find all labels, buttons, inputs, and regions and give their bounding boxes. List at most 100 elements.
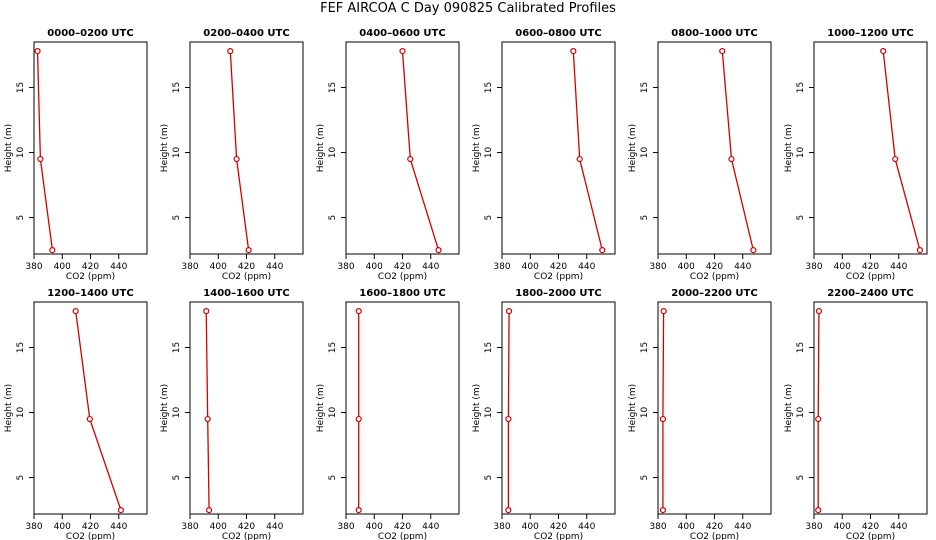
- x-axis-label: CO2 (ppm): [690, 532, 739, 540]
- x-tick-label: 420: [82, 262, 99, 272]
- y-tick-label: 15: [484, 82, 494, 93]
- data-point: [728, 155, 735, 163]
- data-point: [892, 155, 899, 163]
- data-point: [435, 246, 442, 254]
- y-axis-label: Height (m): [4, 384, 14, 432]
- x-tick-label: 440: [422, 522, 439, 532]
- data-point: [117, 506, 124, 514]
- x-axis-label: CO2 (ppm): [378, 532, 427, 540]
- panel-title: 1600–1800 UTC: [359, 288, 445, 299]
- data-point: [750, 246, 757, 254]
- data-point: [505, 506, 512, 514]
- profile-line: [75, 311, 122, 511]
- x-tick-label: 440: [734, 522, 751, 532]
- x-axis-label: CO2 (ppm): [378, 272, 427, 282]
- x-axis-label: CO2 (ppm): [846, 532, 895, 540]
- y-tick-label: 10: [328, 407, 338, 419]
- x-tick-label: 420: [706, 522, 723, 532]
- data-point: [719, 48, 726, 55]
- x-tick-label: 400: [54, 522, 71, 532]
- y-tick-label: 15: [328, 342, 338, 353]
- profile-line: [662, 311, 665, 511]
- y-axis-label: Height (m): [784, 124, 794, 172]
- x-tick-label: 440: [890, 262, 907, 272]
- panel-title: 2200–2400 UTC: [827, 288, 913, 299]
- x-axis-label: CO2 (ppm): [690, 272, 739, 282]
- x-tick-label: 420: [238, 262, 255, 272]
- x-tick-label: 420: [82, 522, 99, 532]
- x-tick-label: 380: [337, 522, 354, 532]
- y-axis-label: Height (m): [472, 384, 482, 432]
- panel-title: 1800–2000 UTC: [515, 288, 601, 299]
- data-point: [355, 506, 362, 514]
- y-tick-label: 15: [16, 342, 26, 353]
- data-point: [570, 48, 577, 55]
- y-tick-label: 10: [328, 147, 338, 159]
- y-tick-label: 10: [16, 407, 26, 419]
- x-tick-label: 440: [422, 262, 439, 272]
- y-tick-label: 15: [484, 342, 494, 353]
- x-tick-label: 380: [649, 262, 666, 272]
- panel-title: 1400–1600 UTC: [203, 288, 289, 299]
- y-tick-label: 15: [172, 82, 182, 93]
- data-point: [34, 48, 41, 55]
- profile-line: [205, 311, 210, 511]
- x-tick-label: 380: [805, 262, 822, 272]
- panel-title: 0400–0600 UTC: [359, 28, 445, 39]
- plot-frame: [501, 301, 616, 515]
- y-tick-label: 10: [796, 407, 806, 419]
- data-point: [815, 415, 822, 423]
- x-tick-label: 380: [649, 522, 666, 532]
- data-point: [72, 308, 79, 315]
- y-tick-label: 10: [16, 147, 26, 159]
- y-tick-label: 10: [172, 407, 182, 419]
- y-axis-label: Height (m): [472, 124, 482, 172]
- plot-frame: [33, 301, 148, 515]
- data-point: [205, 506, 213, 514]
- data-point: [916, 246, 924, 254]
- y-tick-label: 5: [16, 215, 26, 221]
- x-tick-label: 380: [25, 522, 42, 532]
- data-point: [576, 155, 583, 163]
- x-tick-label: 380: [493, 262, 510, 272]
- profile-line: [229, 51, 250, 251]
- y-axis-label: Height (m): [160, 384, 170, 432]
- x-tick-label: 420: [862, 522, 879, 532]
- x-tick-label: 380: [493, 522, 510, 532]
- y-tick-label: 5: [172, 475, 182, 481]
- x-tick-label: 400: [366, 262, 383, 272]
- x-tick-label: 420: [706, 262, 723, 272]
- y-tick-label: 15: [640, 342, 650, 353]
- x-axis-label: CO2 (ppm): [534, 272, 583, 282]
- y-tick-label: 5: [640, 475, 650, 481]
- plot-frame: [33, 41, 148, 255]
- panel-title: 1200–1400 UTC: [47, 288, 133, 299]
- x-tick-label: 420: [394, 522, 411, 532]
- x-tick-label: 400: [678, 262, 695, 272]
- profile-line: [882, 51, 921, 251]
- data-point: [49, 246, 56, 254]
- page-title: FEF AIRCOA C Day 090825 Calibrated Profi…: [320, 1, 616, 16]
- profile-line: [721, 51, 754, 251]
- y-tick-label: 10: [484, 147, 494, 159]
- panel-title: 0600–0800 UTC: [515, 28, 601, 39]
- plot-frame: [657, 301, 772, 515]
- y-axis-label: Height (m): [160, 124, 170, 172]
- y-tick-label: 5: [796, 215, 806, 221]
- y-tick-label: 15: [328, 82, 338, 93]
- data-point: [407, 155, 414, 163]
- y-tick-label: 10: [172, 147, 182, 159]
- x-tick-label: 380: [25, 262, 42, 272]
- y-tick-label: 5: [16, 475, 26, 481]
- x-tick-label: 400: [366, 522, 383, 532]
- x-axis-label: CO2 (ppm): [66, 532, 115, 540]
- y-axis-label: Height (m): [628, 124, 638, 172]
- data-point: [86, 415, 93, 423]
- data-point: [227, 48, 234, 55]
- x-tick-label: 400: [522, 262, 539, 272]
- x-tick-label: 440: [578, 262, 595, 272]
